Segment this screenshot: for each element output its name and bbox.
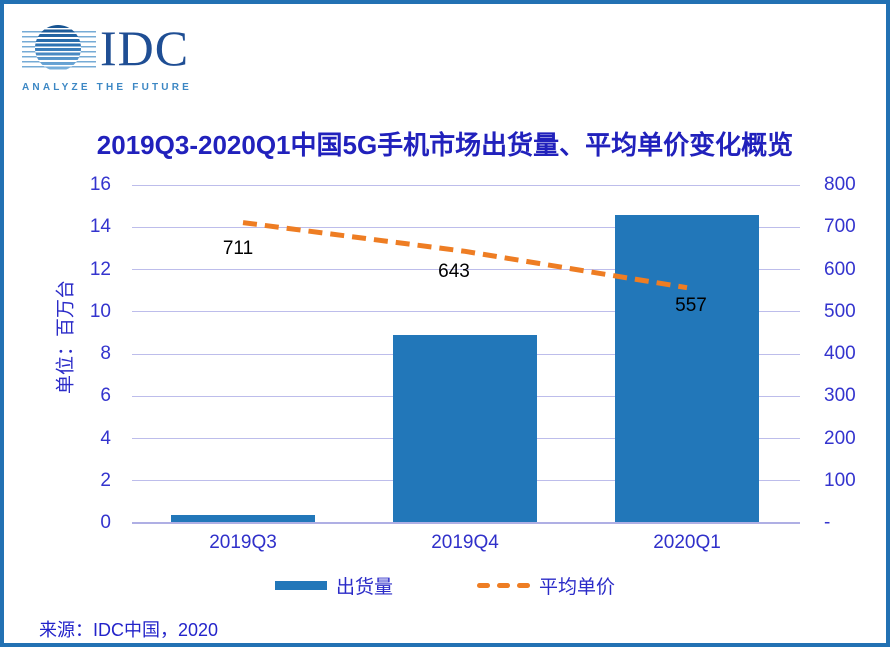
left-axis-tick-label: 8 [100, 343, 111, 364]
idc-globe-icon [22, 24, 96, 74]
x-axis-label-2019Q4: 2019Q4 [431, 532, 499, 553]
left-axis-tick-label: 6 [100, 385, 111, 407]
right-axis-tick-label: 200 [824, 427, 856, 449]
legend-dash [517, 583, 530, 588]
average-price-line [242, 220, 688, 291]
right-axis-tick-label: 300 [824, 385, 856, 407]
right-axis-tick-label: 800 [824, 174, 856, 195]
left-axis-tick-label: 10 [89, 300, 111, 322]
idc-tagline: ANALYZE THE FUTURE [22, 82, 193, 93]
legend-dash [477, 583, 490, 588]
left-axis-tick-label: 16 [89, 174, 111, 195]
idc-logo-row: IDC [22, 20, 222, 76]
average-price-polyline [242, 220, 688, 291]
bar-2020Q1 [615, 214, 759, 523]
x-axis-label-2019Q3: 2019Q3 [209, 532, 277, 553]
left-axis-tick-label: 12 [89, 258, 111, 280]
chart-legend: 出货量 平均单价 [4, 572, 886, 599]
right-axis-tick-label: 700 [824, 216, 856, 238]
left-axis-tick-label: 2 [100, 469, 111, 491]
bar-series-swatch [274, 581, 327, 590]
gridline [132, 184, 800, 186]
x-axis-line [132, 522, 800, 524]
left-axis-tick-label: 0 [100, 512, 111, 533]
right-axis-tick-label: 400 [824, 343, 856, 364]
left-axis-tick-label: 4 [100, 427, 111, 449]
legend-label-shipments: 出货量 [335, 577, 393, 598]
right-axis-tick-label: 600 [824, 258, 856, 280]
right-axis-tick-label: 500 [824, 300, 856, 322]
y-axis-title: 单位：百万台 [55, 279, 77, 395]
gridline [132, 311, 800, 313]
bar-2019Q4 [393, 334, 537, 523]
right-axis-tick-label: 100 [824, 469, 856, 491]
legend-item-average-price: 平均单价 [477, 572, 615, 599]
line-data-label-557: 557 [675, 294, 707, 316]
gridline [132, 269, 800, 270]
legend-item-shipments: 出货量 [274, 572, 393, 599]
left-axis-tick-label: 14 [89, 216, 111, 238]
idc-wordmark: IDC [100, 20, 190, 76]
dashed-line-series-swatch [477, 583, 530, 588]
gridline [132, 226, 800, 228]
legend-label-average-price: 平均单价 [539, 577, 616, 598]
chart-area: 0 - 2 100 4 200 6 300 8 400 10 500 12 600 14 700 16 800 20… [4, 4, 886, 643]
chart-title: 2019Q3-2020Q1中国5G手机市场出货量、平均单价变化概览 [96, 130, 794, 160]
right-axis-tick-label: - [824, 512, 831, 533]
source-note: 来源：IDC中国，2020 [39, 620, 219, 640]
line-data-label-711: 711 [222, 237, 254, 259]
line-data-label-643: 643 [438, 261, 470, 283]
legend-dash [497, 583, 510, 588]
globe-circle [35, 25, 81, 71]
idc-logo: IDC ANALYZE THE FUTURE [22, 20, 222, 93]
bar-2019Q3 [171, 514, 315, 523]
x-axis-label-2020Q1: 2020Q1 [653, 532, 721, 553]
